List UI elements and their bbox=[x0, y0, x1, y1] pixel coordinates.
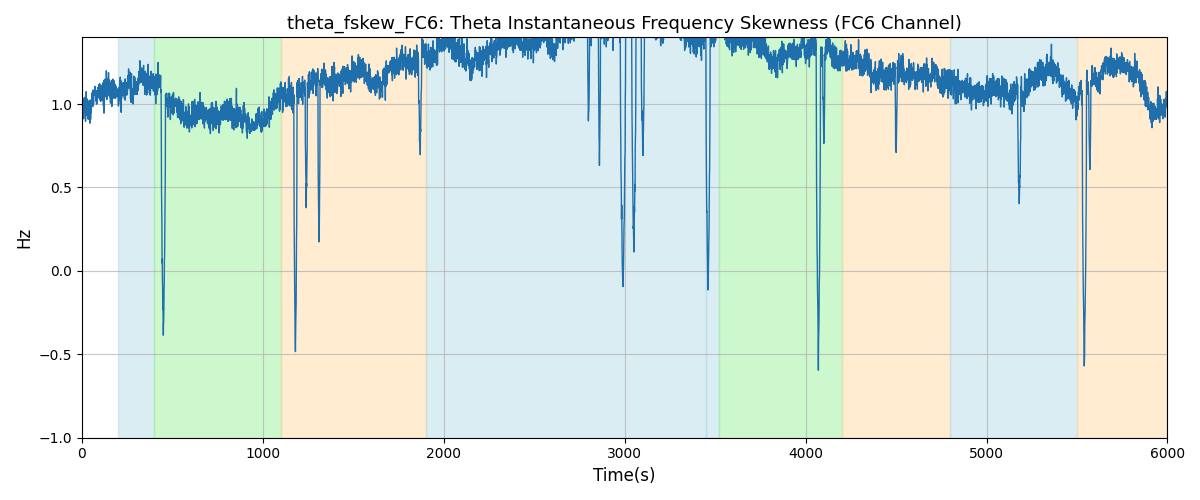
Y-axis label: Hz: Hz bbox=[14, 227, 32, 248]
Bar bbox=[281, 38, 426, 438]
Bar bbox=[118, 38, 155, 438]
Bar bbox=[155, 38, 281, 438]
Bar bbox=[706, 38, 719, 438]
Bar bbox=[841, 38, 950, 438]
Bar bbox=[1076, 38, 1168, 438]
X-axis label: Time(s): Time(s) bbox=[594, 467, 656, 485]
Title: theta_fskew_FC6: Theta Instantaneous Frequency Skewness (FC6 Channel): theta_fskew_FC6: Theta Instantaneous Fre… bbox=[287, 15, 962, 34]
Bar bbox=[950, 38, 1076, 438]
Bar bbox=[426, 38, 706, 438]
Bar bbox=[719, 38, 841, 438]
